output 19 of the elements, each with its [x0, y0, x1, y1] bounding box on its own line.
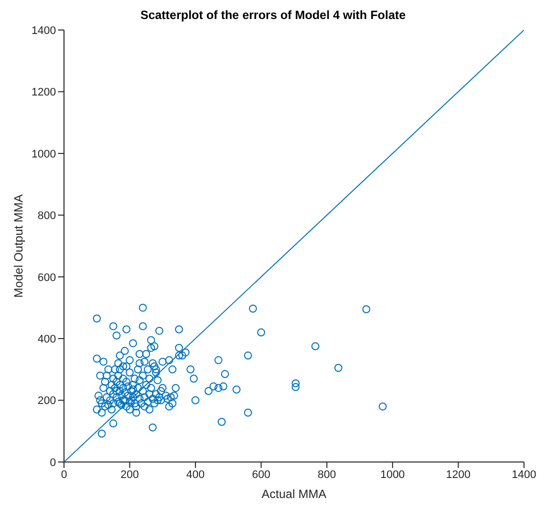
x-tick-label: 1200 [446, 468, 471, 481]
x-tick-label: 200 [120, 468, 139, 481]
y-tick-label: 0 [50, 456, 56, 469]
y-tick-label: 400 [38, 333, 56, 346]
x-tick-label: 400 [186, 468, 205, 481]
chart-title: Scatterplot of the errors of Model 4 with Folate [139, 8, 407, 22]
y-tick-label: 600 [38, 272, 56, 284]
x-tick-label: 800 [318, 468, 336, 481]
x-tick-label: 1000 [380, 468, 405, 481]
y-tick-label: 200 [38, 395, 56, 408]
y-tick-label: 1200 [32, 86, 56, 99]
y-tick-label: 800 [38, 210, 56, 222]
y-tick-label: 1400 [32, 24, 56, 37]
y-axis-title: Model Output MMA [11, 194, 26, 298]
x-axis-title: Actual MMA [262, 487, 326, 501]
x-tick-label: 600 [252, 468, 270, 481]
x-tick-label: 1400 [512, 468, 536, 481]
x-tick-label: 0 [60, 468, 68, 481]
y-tick-label: 1000 [32, 148, 56, 160]
